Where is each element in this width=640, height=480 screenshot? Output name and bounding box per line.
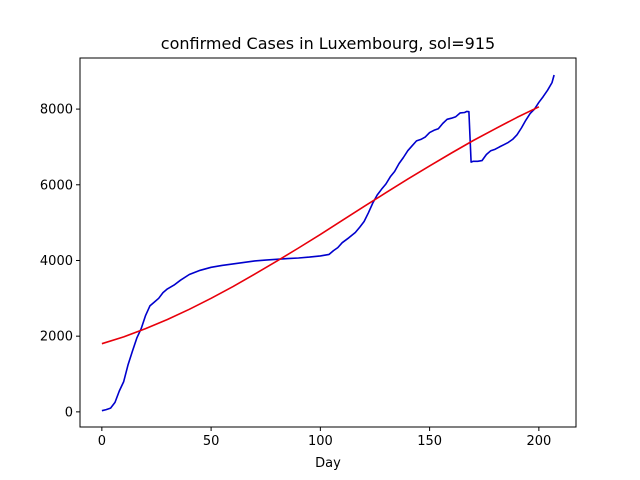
- y-tick-label: 0: [65, 405, 73, 420]
- y-tick-label: 8000: [40, 103, 73, 118]
- x-axis: 0 50 100 150 200: [98, 427, 551, 449]
- y-axis: 0 2000 4000 6000 8000: [40, 103, 80, 420]
- x-tick-label: 200: [526, 434, 551, 449]
- x-tick-label: 150: [417, 434, 442, 449]
- x-tick-label: 50: [203, 434, 220, 449]
- plot-frame: [79, 57, 577, 428]
- y-tick-label: 2000: [40, 330, 73, 345]
- y-tick-label: 6000: [40, 178, 73, 193]
- x-tick-label: 0: [98, 434, 106, 449]
- series-line-2: [101, 106, 540, 345]
- x-axis-label: Day: [315, 456, 341, 471]
- chart-title: confirmed Cases in Luxembourg, sol=915: [161, 34, 495, 53]
- plot-series: [101, 74, 555, 412]
- x-tick-label: 100: [308, 434, 333, 449]
- y-tick-label: 4000: [40, 254, 73, 269]
- series-line-1: [101, 74, 555, 412]
